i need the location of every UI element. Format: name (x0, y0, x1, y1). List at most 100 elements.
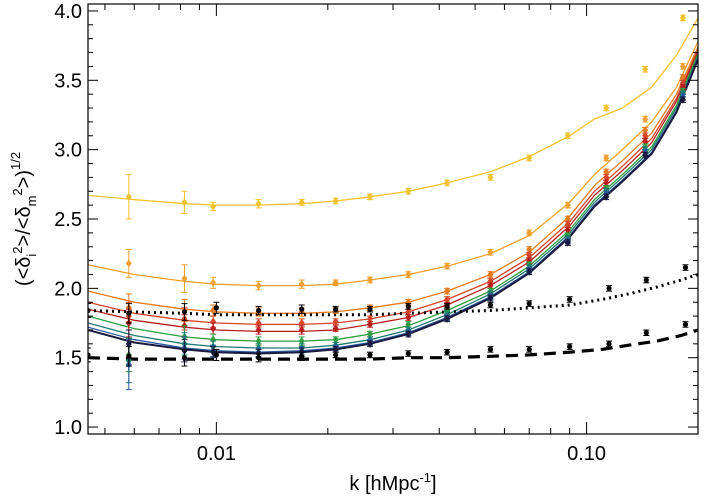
dotted-point (606, 285, 612, 291)
series-4-point (255, 319, 262, 328)
series-7-point (74, 320, 80, 328)
series-5-point (298, 325, 305, 334)
series-2-point (125, 259, 132, 268)
dashed-point (606, 341, 612, 347)
series-6-point (366, 330, 373, 339)
series-2-point (487, 248, 494, 257)
series-9-point (366, 339, 373, 348)
series-1-point (74, 190, 80, 198)
series-2-point (181, 274, 188, 283)
series-2-point (444, 262, 451, 271)
series-5-point (74, 305, 80, 313)
x-tick-label: 0.01 (197, 443, 236, 465)
series-9-point (642, 151, 649, 160)
series-2-point (366, 276, 373, 285)
series-4-point (210, 317, 217, 326)
series-9-point (444, 314, 451, 323)
series-2-point (298, 280, 305, 289)
series-6-point (298, 337, 305, 346)
dashed-point (643, 330, 649, 336)
series-3-point (405, 298, 412, 307)
dotted-point (682, 264, 689, 271)
series-9-point (679, 95, 686, 104)
series-4-point (366, 314, 373, 323)
series-2-point (74, 268, 80, 276)
y-tick-label: 1.0 (54, 417, 82, 439)
y-tick-label: 3.5 (54, 70, 82, 92)
y-tick-label: 2.0 (54, 278, 82, 300)
dashed-point (487, 346, 494, 352)
series-3-point (487, 270, 494, 279)
series-1-point (255, 199, 262, 208)
series-9-point (487, 294, 494, 303)
series-1-point (210, 202, 217, 211)
dashed-point (126, 353, 132, 359)
series-4-point (405, 307, 412, 316)
dashed-point (88, 352, 91, 358)
dashed-point (181, 355, 188, 361)
series-8-point (74, 326, 80, 334)
series-4-point (603, 173, 610, 182)
series-4-point (444, 295, 451, 304)
dashed-point (213, 352, 219, 358)
x-tick-label: 0.10 (567, 443, 606, 465)
dotted-point (567, 296, 573, 303)
series-9-point (405, 330, 412, 339)
dashed-point (405, 350, 411, 357)
series-2-point (210, 278, 217, 287)
series-5-point (526, 256, 533, 265)
series-1-point (603, 104, 610, 113)
series-1-point (405, 187, 412, 196)
series-5-point (255, 325, 262, 334)
dotted-point (181, 309, 188, 315)
series-2-point (332, 278, 339, 287)
dashed-point (255, 355, 262, 361)
series-9-point (74, 329, 80, 337)
y-tick-label: 3.0 (54, 140, 82, 162)
y-tick-label: 4.0 (54, 1, 82, 23)
series-1-point (332, 196, 339, 205)
series-6-point (210, 335, 217, 344)
series-9-point (332, 345, 339, 354)
series-1-point (642, 65, 649, 74)
dotted-point (255, 307, 262, 314)
series-2-point (564, 201, 571, 210)
series-9-point (564, 238, 571, 247)
series-line-9 (88, 59, 698, 355)
series-1-point (564, 131, 571, 140)
series-5-point (405, 313, 412, 322)
dotted-point (126, 310, 132, 316)
series-5-point (642, 137, 649, 146)
series-3-point (444, 287, 451, 296)
dotted-point (444, 303, 450, 309)
series-line-1 (88, 17, 698, 206)
series-1-point (679, 13, 686, 22)
series-2-point (405, 270, 412, 279)
dotted-point (405, 303, 411, 309)
dotted-point (88, 307, 91, 314)
series-5-point (332, 324, 339, 333)
x-axis-label: k [hMpc-1] (349, 470, 436, 495)
series-line-2 (88, 41, 698, 287)
series-2-point (526, 228, 533, 237)
dashed-point (526, 346, 532, 352)
series-5-point (564, 226, 571, 235)
series-1-point (125, 192, 132, 201)
series-4-point (298, 319, 305, 328)
series-3-point (642, 126, 649, 135)
series-6-point (255, 337, 262, 346)
plot-frame (87, 3, 699, 435)
series-4-point (679, 79, 686, 88)
ticks-layer: 1.0 1.5 2.0 2.5 3.0 3.5 4.0 0.01 0.10 (54, 1, 699, 465)
dotted-point (643, 277, 649, 283)
series-3-point (564, 215, 571, 223)
series-1-point (526, 153, 533, 162)
series-9-point (125, 339, 132, 348)
series-5-point (679, 83, 686, 92)
series-6-point (405, 320, 412, 329)
dashed-point (567, 344, 573, 350)
series-4-point (564, 220, 571, 229)
series-3-point (603, 167, 610, 176)
series-1-point (298, 198, 305, 207)
